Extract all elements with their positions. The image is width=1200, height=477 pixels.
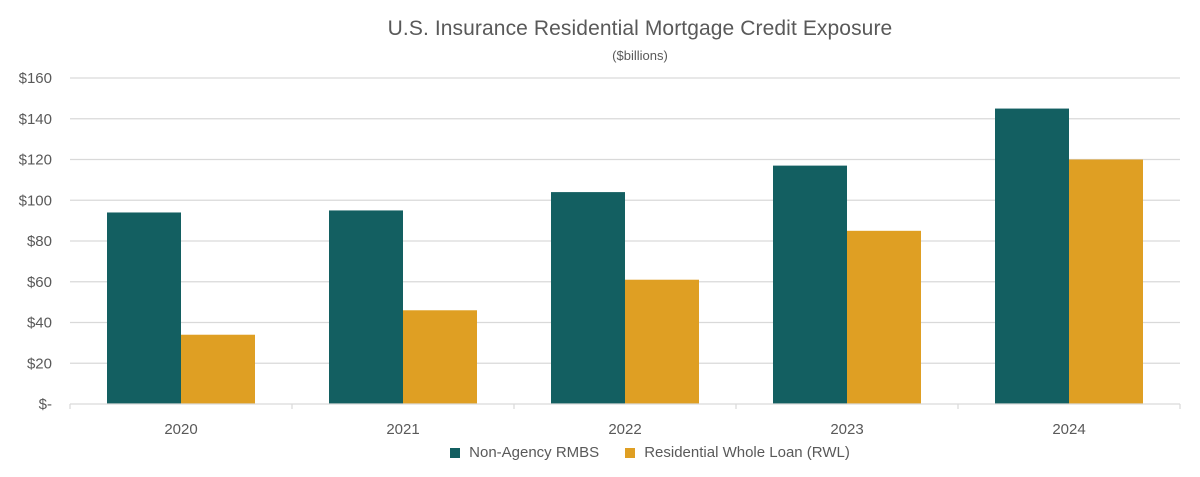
x-tick-label: 2021 bbox=[386, 421, 419, 438]
bar-2023-rwl[interactable] bbox=[847, 230, 921, 404]
x-axis: 2020 2021 2022 2023 2024 bbox=[69, 403, 1181, 438]
y-tick-label: $- bbox=[39, 396, 52, 413]
y-tick-label: $60 bbox=[27, 274, 52, 291]
bar-2020-non-agency-rmbs[interactable] bbox=[107, 212, 181, 404]
y-tick-label: $120 bbox=[19, 152, 52, 169]
legend-item-residential-whole-loan[interactable]: Residential Whole Loan (RWL) bbox=[625, 444, 850, 461]
y-axis: $- $20 $40 $60 $80 $100 $120 $140 $160 bbox=[19, 70, 52, 413]
x-tick-label: 2020 bbox=[164, 421, 197, 438]
bar-2022-rwl[interactable] bbox=[625, 279, 699, 404]
legend-swatch-icon bbox=[625, 447, 636, 458]
bar-2024-rwl[interactable] bbox=[1069, 159, 1143, 405]
bar-2020-rwl[interactable] bbox=[181, 334, 255, 404]
legend-label: Residential Whole Loan (RWL) bbox=[644, 444, 850, 461]
y-tick-label: $80 bbox=[27, 233, 52, 250]
bar-2021-rwl[interactable] bbox=[403, 310, 477, 404]
x-tick-label: 2022 bbox=[608, 421, 641, 438]
legend-swatch-icon bbox=[450, 447, 461, 458]
bars bbox=[107, 108, 1143, 405]
y-tick-label: $100 bbox=[19, 192, 52, 209]
y-tick-label: $160 bbox=[19, 70, 52, 87]
legend-label: Non-Agency RMBS bbox=[469, 444, 600, 461]
y-tick-label: $20 bbox=[27, 355, 52, 372]
y-tick-label: $140 bbox=[19, 111, 52, 128]
legend: Non-Agency RMBS Residential Whole Loan (… bbox=[0, 444, 1200, 461]
bar-2023-non-agency-rmbs[interactable] bbox=[773, 165, 847, 404]
legend-item-non-agency-rmbs[interactable]: Non-Agency RMBS bbox=[450, 444, 599, 461]
chart-subtitle: ($billions) bbox=[612, 48, 668, 63]
x-tick-label: 2024 bbox=[1052, 421, 1085, 438]
chart-title: U.S. Insurance Residential Mortgage Cred… bbox=[387, 17, 893, 40]
x-tick-label: 2023 bbox=[830, 421, 863, 438]
bar-2022-non-agency-rmbs[interactable] bbox=[551, 192, 625, 404]
bar-2024-non-agency-rmbs[interactable] bbox=[995, 108, 1069, 404]
bar-2021-non-agency-rmbs[interactable] bbox=[329, 210, 403, 404]
y-tick-label: $40 bbox=[27, 315, 52, 332]
